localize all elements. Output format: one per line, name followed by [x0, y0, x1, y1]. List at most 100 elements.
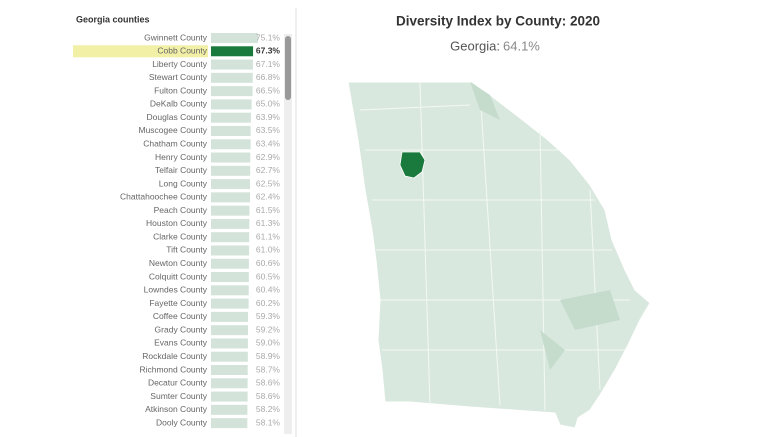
county-label[interactable]: Henry County [155, 152, 208, 162]
bar[interactable] [211, 338, 248, 349]
bar[interactable] [211, 418, 248, 429]
value-label: 58.6% [256, 378, 281, 388]
row-highlight [73, 45, 208, 58]
bar[interactable] [211, 33, 258, 43]
county-label[interactable]: Houston County [146, 218, 208, 228]
county-label[interactable]: Tift County [166, 245, 208, 255]
county-label[interactable]: Muscogee County [138, 125, 207, 135]
value-label: 58.2% [256, 404, 281, 414]
bar[interactable] [211, 125, 251, 136]
value-label: 59.2% [256, 324, 281, 334]
county-label[interactable]: Lowndes County [144, 285, 208, 295]
bar[interactable] [211, 179, 251, 190]
scrollbar-track [284, 34, 292, 434]
county-label[interactable]: Sumter County [150, 391, 207, 401]
bar[interactable] [211, 112, 251, 123]
value-label: 61.3% [256, 218, 281, 228]
county-label[interactable]: Peach County [154, 205, 208, 215]
bar[interactable] [211, 46, 254, 57]
bar[interactable] [211, 152, 251, 163]
county-label[interactable]: Telfair County [155, 165, 208, 175]
value-label: 58.6% [256, 391, 281, 401]
bar[interactable] [211, 245, 250, 256]
value-label: 66.5% [256, 85, 281, 95]
value-label: 75.1% [256, 32, 281, 42]
value-label: 63.5% [256, 125, 281, 135]
value-label: 60.6% [256, 258, 281, 268]
value-label: 62.9% [256, 152, 281, 162]
bar[interactable] [211, 232, 250, 243]
bar[interactable] [211, 391, 248, 402]
county-shade [470, 82, 620, 370]
bar[interactable] [211, 258, 249, 269]
county-label[interactable]: Coffee County [153, 311, 208, 321]
value-label: 62.7% [256, 165, 281, 175]
county-borders [359, 81, 630, 411]
value-label: 63.9% [256, 112, 281, 122]
value-label: 63.4% [256, 138, 281, 148]
county-label[interactable]: Clarke County [153, 231, 208, 241]
value-label: 67.3% [256, 46, 281, 56]
value-label: 59.0% [256, 338, 281, 348]
bar[interactable] [211, 205, 250, 216]
bar[interactable] [211, 311, 249, 322]
state-value: 64.1% [503, 38, 540, 53]
county-label[interactable]: DeKalb County [150, 99, 208, 109]
bar[interactable] [211, 404, 248, 415]
county-label[interactable]: Chattahoochee County [120, 192, 208, 202]
county-label[interactable]: Long County [159, 178, 208, 188]
county-label[interactable]: Fayette County [149, 298, 207, 308]
bar[interactable] [211, 285, 249, 296]
bar[interactable] [211, 272, 249, 283]
bar[interactable] [211, 86, 253, 97]
value-label: 65.0% [256, 99, 281, 109]
scrollbar-thumb[interactable] [285, 36, 291, 100]
bar[interactable] [211, 325, 248, 336]
bar[interactable] [211, 298, 249, 309]
value-label: 60.2% [256, 298, 281, 308]
map-title: Diversity Index by County: 2020 [396, 14, 600, 29]
value-label: 62.5% [256, 178, 281, 188]
county-label[interactable]: Dooly County [156, 417, 208, 427]
county-label[interactable]: Fulton County [154, 85, 208, 95]
county-label[interactable]: Gwinnett County [144, 32, 208, 42]
county-label[interactable]: Cobb County [157, 46, 207, 56]
bar[interactable] [211, 218, 250, 229]
value-label: 61.1% [256, 231, 281, 241]
bar[interactable] [211, 72, 253, 83]
georgia-outline [347, 81, 651, 429]
list-title: Georgia counties [76, 14, 150, 24]
county-label[interactable]: Evans County [154, 338, 208, 348]
bar[interactable] [211, 378, 248, 389]
bar[interactable] [211, 99, 252, 110]
map [347, 81, 651, 429]
county-label[interactable]: Chatham County [143, 138, 208, 148]
bar[interactable] [211, 365, 248, 375]
value-label: 62.4% [256, 192, 281, 202]
value-label: 60.5% [256, 271, 281, 281]
bar[interactable] [211, 165, 251, 176]
bar[interactable] [211, 59, 253, 70]
bar[interactable] [211, 192, 250, 203]
county-label[interactable]: Rockdale County [142, 351, 207, 361]
bar[interactable] [211, 139, 251, 150]
county-label[interactable]: Decatur County [148, 378, 208, 388]
value-label: 58.1% [256, 417, 281, 427]
bar[interactable] [211, 351, 248, 362]
value-label: 58.9% [256, 351, 281, 361]
county-label[interactable]: Douglas County [147, 112, 208, 122]
county-label[interactable]: Stewart County [149, 72, 208, 82]
value-label: 66.8% [256, 72, 281, 82]
county-label[interactable]: Atkinson County [145, 404, 208, 414]
county-label[interactable]: Newton County [149, 258, 208, 268]
county-label[interactable]: Liberty County [152, 59, 208, 69]
cobb-county[interactable] [399, 151, 426, 179]
county-label[interactable]: Richmond County [139, 364, 207, 374]
value-label: 60.4% [256, 285, 281, 295]
county-label[interactable]: Colquitt County [149, 271, 208, 281]
county-label[interactable]: Grady County [155, 324, 208, 334]
value-label: 58.7% [256, 364, 281, 374]
value-label: 61.0% [256, 245, 281, 255]
value-label: 67.1% [256, 59, 281, 69]
